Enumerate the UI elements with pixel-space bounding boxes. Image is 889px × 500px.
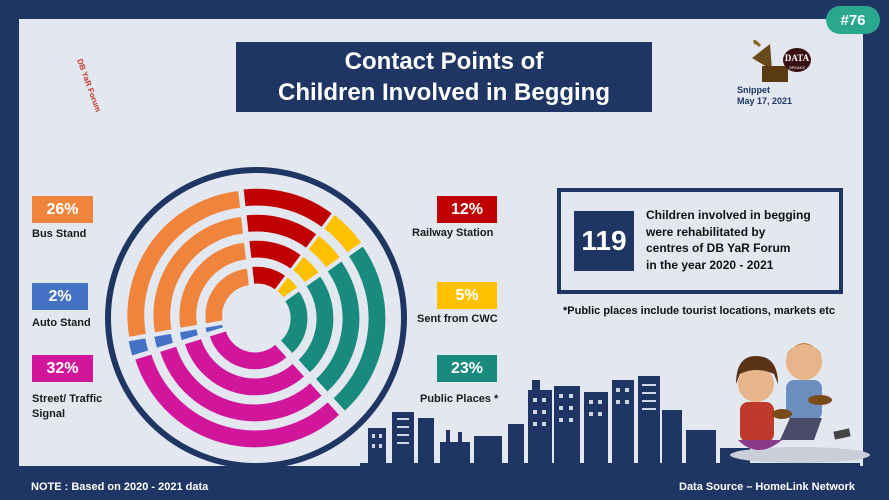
pie-segment-bus-stand-ring-2 [178, 241, 248, 330]
slice-label-railway: Railway Station [412, 227, 494, 239]
snippet-label: Snippet [737, 85, 770, 95]
stat-line-2: were rehabilitated by [646, 224, 766, 239]
pie-segment-public-places-ring-1 [279, 289, 309, 355]
pie-segment-bus-stand-ring-3 [152, 215, 245, 334]
pie-slice-public-places [279, 244, 387, 413]
slice-label-bus-stand: Bus Stand [32, 228, 87, 240]
pie-segment-railway-station-ring-4 [242, 187, 334, 229]
slice-label-cwc: Sent from CWC [417, 313, 498, 325]
pie-slice-street-traffic-signal [133, 329, 341, 449]
pie-segment-public-places-ring-2 [296, 274, 335, 374]
slice-label-street: Street/ Traffic Signal [32, 393, 103, 420]
slice-value-public: 23% [437, 355, 497, 382]
slice-value-auto-stand: 2% [32, 283, 88, 310]
slice-value-railway: 12% [437, 196, 497, 223]
footer-note: NOTE : Based on 2020 - 2021 data [31, 481, 209, 493]
stat-description: Children involved in begging were rehabi… [646, 207, 846, 273]
pie-segment-auto-stand-ring-3 [152, 332, 175, 350]
pie-segment-public-places-ring-4 [331, 244, 387, 413]
pie-slice-railway-station [242, 187, 334, 291]
stat-line-1: Children involved in begging [646, 208, 811, 222]
snippet-number-badge: #76 [826, 6, 880, 34]
pie-slice-bus-stand [126, 189, 251, 339]
snippet-info: Snippet May 17, 2021 [737, 85, 792, 107]
pie-segment-railway-station-ring-1 [251, 265, 287, 291]
pie-segment-bus-stand-ring-4 [126, 189, 242, 339]
rehabilitated-count: 119 [574, 211, 634, 271]
slice-label-auto-stand: Auto Stand [32, 317, 91, 329]
footnote: *Public places include tourist locations… [563, 305, 836, 317]
footer-source: Data Source – HomeLink Network [679, 481, 856, 493]
pie-segment-railway-station-ring-2 [248, 239, 303, 271]
pie-segment-sent-from-cwc-ring-1 [276, 275, 299, 299]
svg-text:SPEAKS: SPEAKS [789, 65, 805, 70]
pie-segment-bus-stand-ring-1 [204, 267, 251, 325]
title-line-2: Children Involved in Begging [277, 79, 610, 106]
stat-line-4: in the year 2020 - 2021 [646, 257, 774, 272]
pie-segment-sent-from-cwc-ring-4 [322, 213, 363, 254]
pie-segment-public-places-ring-3 [314, 259, 361, 394]
svg-text:DATA: DATA [785, 53, 810, 63]
pie-slice-auto-stand [127, 323, 225, 357]
slice-label-public: Public Places * [420, 393, 499, 405]
pie-segment-auto-stand-ring-4 [127, 336, 150, 357]
title-line-1: Contact Points of [344, 48, 544, 75]
snippet-date: May 17, 2021 [737, 96, 793, 106]
pie-slice-sent-from-cwc [276, 213, 363, 299]
pie-segment-sent-from-cwc-ring-3 [307, 234, 342, 269]
pie-segment-auto-stand-ring-2 [178, 327, 200, 342]
pie-segment-street-traffic-signal-ring-4 [133, 353, 341, 449]
pie-segment-sent-from-cwc-ring-2 [291, 255, 321, 284]
chart-outer-ring [105, 167, 407, 469]
page-title: Contact Points of Children Involved in B… [236, 42, 652, 112]
pie-segment-auto-stand-ring-1 [204, 323, 225, 334]
slice-value-cwc: 5% [437, 282, 497, 309]
pie-segment-railway-station-ring-3 [245, 213, 318, 250]
stat-line-3: centres of DB YaR Forum [646, 241, 791, 255]
slice-value-bus-stand: 26% [32, 196, 93, 223]
pie-segment-street-traffic-signal-ring-1 [208, 329, 289, 371]
slice-value-street: 32% [32, 355, 93, 382]
pie-segment-street-traffic-signal-ring-2 [183, 337, 306, 397]
pie-segment-street-traffic-signal-ring-3 [158, 345, 324, 423]
